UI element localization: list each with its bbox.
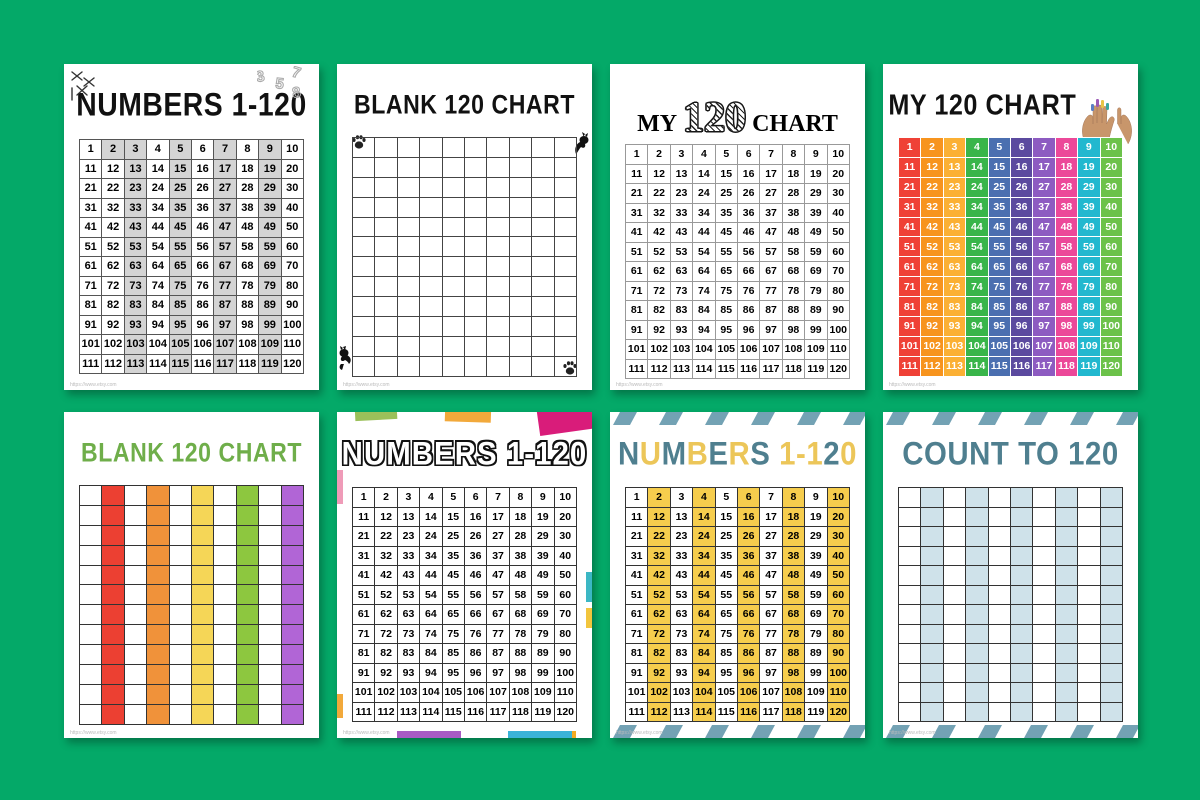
svg-text:8: 8 (291, 84, 302, 102)
svg-text:7: 7 (290, 66, 303, 82)
svg-text:3: 3 (257, 68, 266, 86)
svg-text:5: 5 (275, 75, 285, 93)
